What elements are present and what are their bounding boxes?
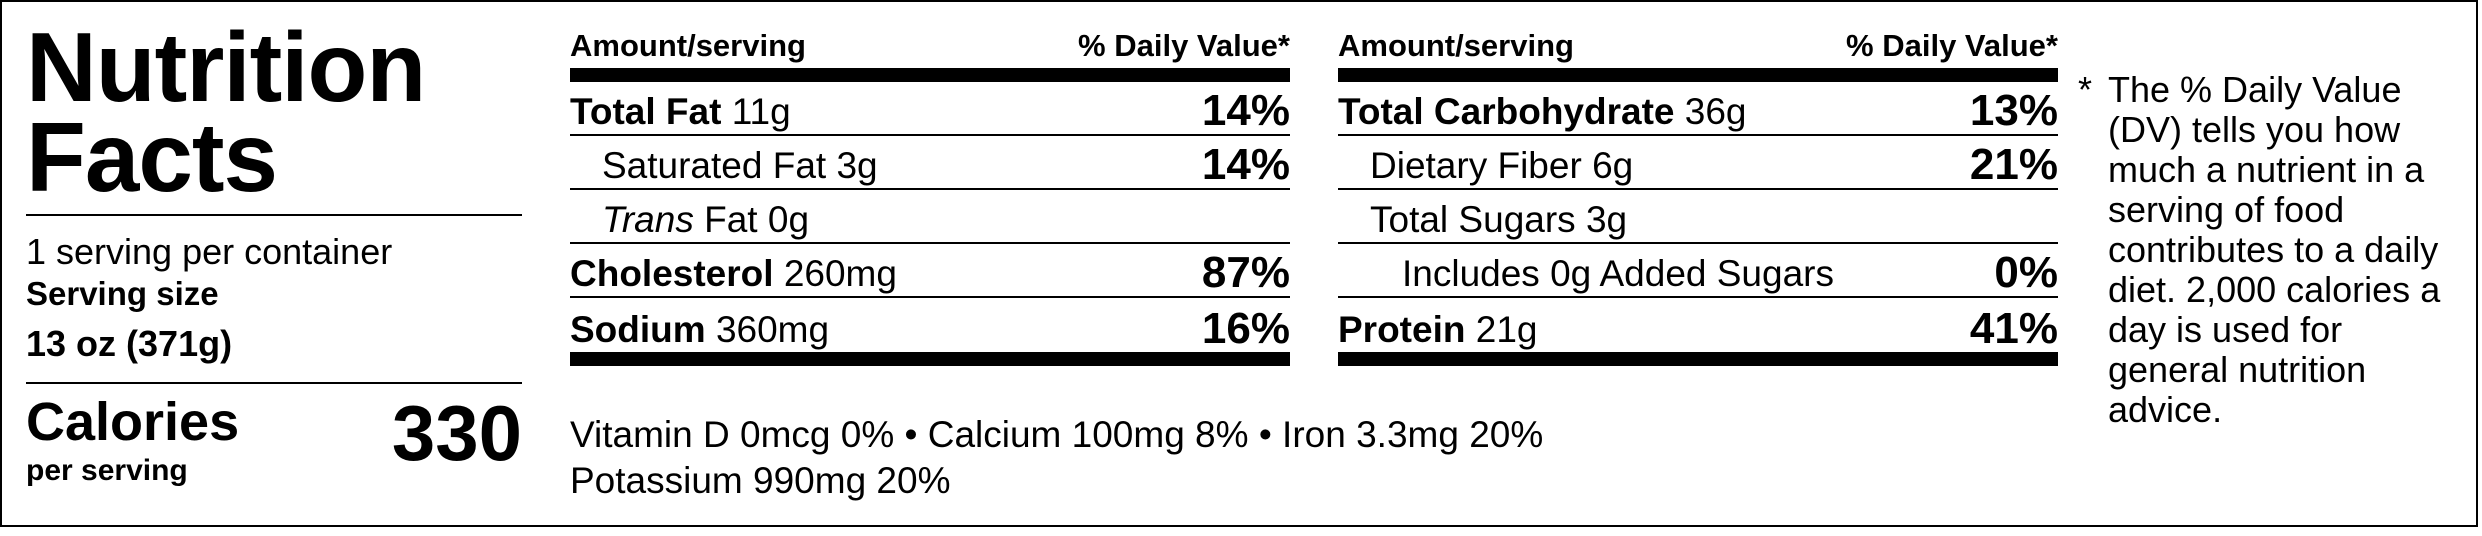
- calories-label: Calories: [26, 392, 240, 452]
- vitamins-minerals: Vitamin D 0mcg 0% • Calcium 100mg 8% • I…: [570, 412, 1543, 504]
- nutrient-row-total-fat: Total Fat 11g 14%: [570, 82, 1290, 136]
- vitamins-line-2: Potassium 990mg 20%: [570, 460, 951, 501]
- nutrient-amount: 360mg: [715, 309, 830, 350]
- nutrient-amount: 3g: [836, 145, 878, 186]
- nutrient-amount: 260mg: [783, 253, 897, 294]
- nutrient-table-left: Amount/serving % Daily Value* Total Fat …: [570, 26, 1290, 366]
- nutrient-row-sodium: Sodium 360mg 16%: [570, 298, 1290, 352]
- serving-size-label: Serving size: [26, 275, 219, 312]
- calories-sublabel: per serving: [26, 454, 188, 487]
- nutrient-name: Protein: [1338, 309, 1466, 350]
- nutrient-amount: 6g: [1592, 145, 1634, 186]
- nutrient-row-saturated-fat: Saturated Fat 3g 14%: [570, 136, 1290, 190]
- table-header: Amount/serving % Daily Value*: [1338, 26, 2058, 68]
- nutrient-dv: 41%: [1969, 304, 2058, 353]
- nutrient-dv: 87%: [1201, 248, 1290, 297]
- nutrient-row-total-carbohydrate: Total Carbohydrate 36g 13%: [1338, 82, 2058, 136]
- calories-value: 330: [391, 389, 522, 477]
- thick-divider: [570, 352, 1290, 366]
- nutrient-name: Dietary Fiber: [1370, 145, 1582, 186]
- servings-per-container: 1 serving per container: [26, 231, 393, 272]
- nutrient-amount: 3g: [1585, 199, 1628, 240]
- thick-divider: [1338, 352, 2058, 366]
- divider: [26, 382, 522, 384]
- nutrient-name: Sodium: [570, 309, 706, 350]
- vitamins-line-1: Vitamin D 0mcg 0% • Calcium 100mg 8% • I…: [570, 414, 1544, 455]
- nutrient-name: Total Carbohydrate: [1338, 91, 1675, 132]
- nutrient-row-cholesterol: Cholesterol 260mg 87%: [570, 244, 1290, 298]
- serving-size-value: 13 oz (371g): [26, 323, 233, 364]
- amount-header: Amount/serving: [570, 28, 806, 63]
- table-header: Amount/serving % Daily Value*: [570, 26, 1290, 68]
- nutrient-dv: 21%: [1969, 140, 2058, 189]
- dv-header: % Daily Value*: [1078, 28, 1290, 63]
- amount-header: Amount/serving: [1338, 28, 1574, 63]
- nutrition-facts-title: Nutrition Facts: [26, 18, 522, 206]
- nutrient-row-protein: Protein 21g 41%: [1338, 298, 2058, 352]
- nutrient-name: Trans: [602, 199, 694, 240]
- nutrient-name: Total Sugars: [1370, 199, 1576, 240]
- footnote-text: The % Daily Value (DV) tells you how muc…: [2108, 69, 2441, 430]
- nutrient-amount: Fat 0g: [704, 199, 810, 240]
- nutrient-name: Total Fat: [570, 91, 722, 132]
- nutrient-dv: 14%: [1201, 86, 1290, 135]
- nutrient-table-right: Amount/serving % Daily Value* Total Carb…: [1338, 26, 2058, 366]
- nutrient-amount: 11g: [731, 91, 791, 132]
- calories-section: Calories per serving 330: [26, 384, 522, 494]
- nutrient-name: Includes 0g Added Sugars: [1402, 253, 1834, 294]
- dv-header: % Daily Value*: [1846, 28, 2058, 63]
- nutrient-row-added-sugars: Includes 0g Added Sugars 0%: [1338, 244, 2058, 298]
- nutrient-name: Saturated Fat: [602, 145, 827, 186]
- nutrient-dv: 14%: [1201, 140, 1290, 189]
- nutrient-amount: 21g: [1475, 309, 1538, 350]
- divider: [26, 214, 522, 216]
- title-text: Nutrition Facts: [26, 12, 426, 212]
- nutrient-dv: 0%: [1994, 248, 2058, 297]
- nutrient-name: Cholesterol: [570, 253, 774, 294]
- thick-divider: [1338, 68, 2058, 82]
- nutrient-dv: 16%: [1201, 304, 1290, 353]
- footnote-asterisk: *: [2078, 69, 2093, 110]
- nutrient-row-total-sugars: Total Sugars 3g: [1338, 190, 2058, 244]
- label-summary: Nutrition Facts 1 serving per container …: [26, 18, 522, 494]
- nutrient-dv: 13%: [1969, 86, 2058, 135]
- thick-divider: [570, 68, 1290, 82]
- nutrient-amount: 36g: [1684, 91, 1747, 132]
- nutrient-row-trans-fat: Trans Fat 0g: [570, 190, 1290, 244]
- nutrient-row-dietary-fiber: Dietary Fiber 6g 21%: [1338, 136, 2058, 190]
- daily-value-footnote: * The % Daily Value (DV) tells you how m…: [2078, 70, 2468, 430]
